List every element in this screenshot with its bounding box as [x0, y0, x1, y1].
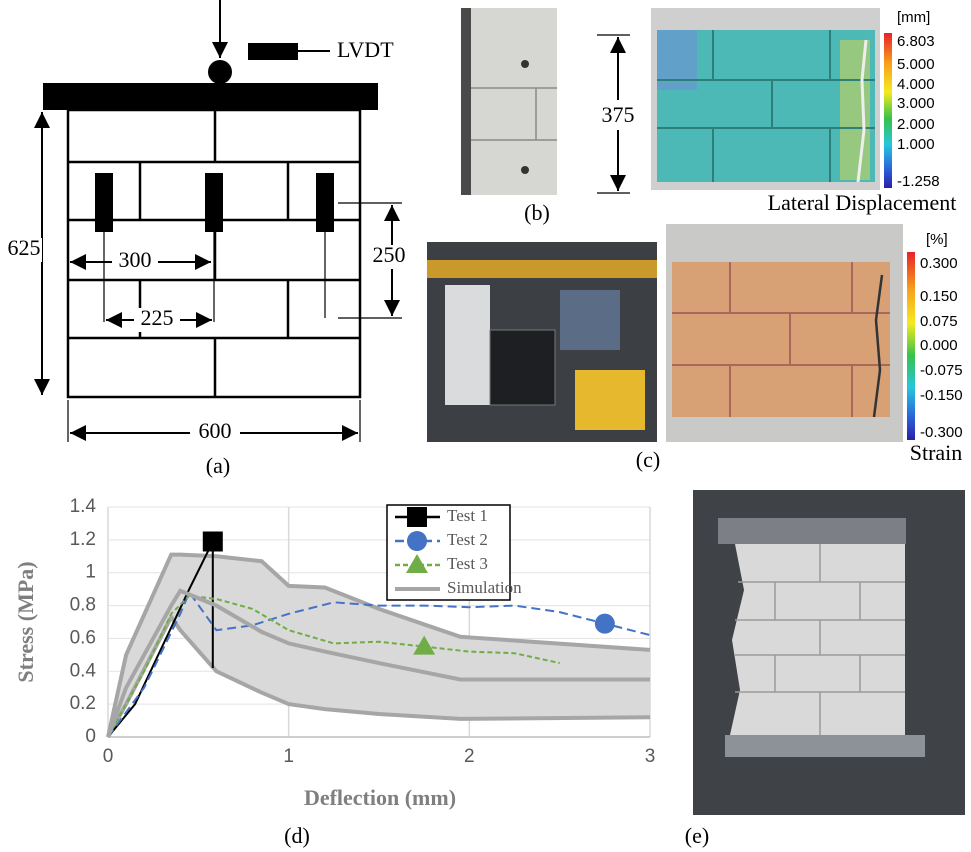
gauge-length-label: 250 — [373, 242, 406, 267]
colorbar-unit: [%] — [926, 231, 948, 248]
strain-speckle — [672, 262, 890, 417]
photo-beam — [718, 518, 906, 544]
gauge-spacing-label: 300 — [119, 247, 152, 272]
marker — [407, 531, 427, 551]
x-tick-label: 1 — [283, 746, 294, 767]
panel-b: 375 [mm] 6.803 5.000 4.000 3.000 2.000 1.000 -… — [461, 8, 956, 225]
x-tick-label: 2 — [464, 746, 475, 767]
height-label: 375 — [602, 102, 635, 127]
panel-c: [%] 0.300 0.150 0.075 0.000 -0.075 -0.150 -0.3… — [427, 224, 963, 472]
colorbar-label: 6.803 — [897, 33, 935, 50]
y-tick-label: 1.2 — [70, 529, 96, 550]
photo-beam — [427, 260, 657, 278]
gauge-spacing-label: 225 — [141, 305, 174, 330]
y-tick-label: 0.8 — [70, 595, 96, 616]
legend-label: Test 3 — [447, 554, 488, 573]
panel-e: (e) — [685, 490, 965, 848]
x-axis-title: Deflection (mm) — [304, 785, 456, 810]
photo-base — [725, 735, 925, 757]
panel-label: (d) — [284, 823, 310, 848]
height-label: 625 — [8, 235, 41, 260]
panel-label: (c) — [636, 447, 660, 472]
y-axis-title: Stress (MPa) — [13, 561, 38, 682]
legend-label: Test 1 — [447, 506, 488, 525]
colorbar-unit: [mm] — [897, 9, 930, 26]
width-label: 600 — [199, 418, 232, 443]
photo-monitor — [490, 330, 555, 405]
gauges — [95, 173, 334, 232]
photo-mark — [521, 60, 529, 68]
photo-equipment — [560, 290, 620, 350]
specimen-photo — [461, 8, 557, 195]
photo-shadow — [461, 8, 471, 195]
y-tick-label: 1 — [85, 562, 96, 583]
colorbar-labels: 6.803 5.000 4.000 3.000 2.000 1.000 -1.258 — [897, 33, 940, 190]
photo-equipment — [575, 370, 645, 430]
y-tick-label: 0 — [85, 726, 96, 747]
photo-mark — [521, 166, 529, 174]
colorbar-label: 5.000 — [897, 56, 935, 73]
panel-label: (e) — [685, 823, 709, 848]
marker — [407, 507, 427, 527]
x-tick-label: 3 — [645, 746, 656, 767]
colorbar-label: 2.000 — [897, 116, 935, 133]
colorbar-label: 0.000 — [920, 337, 958, 354]
dic-field-high — [840, 40, 870, 180]
colorbar-label: 3.000 — [897, 95, 935, 112]
marker — [203, 532, 223, 552]
colorbar-label: -1.258 — [897, 173, 940, 190]
loading-beam — [43, 83, 378, 110]
legend-label: Simulation — [447, 578, 522, 597]
y-tick-label: 0.6 — [70, 627, 96, 648]
panel-label: (a) — [206, 453, 230, 478]
figure: LVDT 625 300 225 250 600 (a) 375 — [0, 0, 971, 852]
panel-label: (b) — [524, 200, 550, 225]
colorbar-label: -0.075 — [920, 362, 963, 379]
lvdt — [248, 43, 298, 60]
y-tick-label: 0.2 — [70, 693, 96, 714]
colorbar-label: 0.300 — [920, 255, 958, 272]
caption: Strain — [910, 440, 963, 465]
legend-label: Test 2 — [447, 530, 488, 549]
caption: Lateral Displacement — [768, 190, 957, 215]
photo-wall — [730, 544, 905, 735]
colorbar — [907, 252, 915, 440]
stress-deflection-chart: Stress (MPa) Deflection (mm) (d) 0 0.2 0.4… — [13, 496, 655, 848]
colorbar-label: -0.150 — [920, 387, 963, 404]
y-tick-label: 1.4 — [70, 496, 97, 517]
y-tick-label: 0.4 — [70, 660, 97, 681]
colorbar — [884, 33, 892, 188]
load-roller — [208, 60, 232, 84]
x-tick-label: 0 — [103, 746, 114, 767]
colorbar-label: 0.075 — [920, 313, 958, 330]
colorbar-label: -0.300 — [920, 424, 963, 441]
colorbar-label: 1.000 — [897, 136, 935, 153]
photo-specimen — [445, 285, 490, 405]
setup-diagram: LVDT 625 300 225 250 600 (a) — [6, 0, 416, 478]
lvdt-label: LVDT — [337, 37, 394, 62]
colorbar-label: 0.150 — [920, 288, 958, 305]
colorbar-labels: 0.300 0.150 0.075 0.000 -0.075 -0.150 -0.300 — [920, 255, 963, 441]
gauge-lines — [68, 203, 402, 442]
colorbar-label: 4.000 — [897, 76, 935, 93]
marker — [595, 614, 615, 634]
